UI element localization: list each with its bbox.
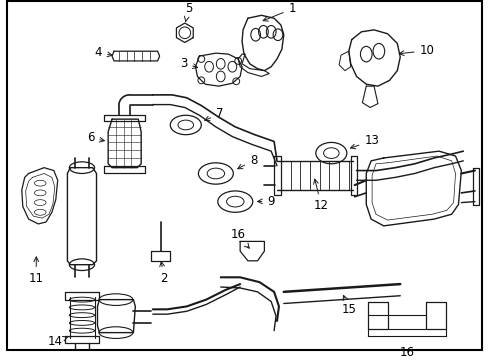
Text: 14: 14	[48, 335, 68, 348]
Text: 5: 5	[184, 3, 192, 21]
Text: 9: 9	[257, 194, 274, 207]
Text: 15: 15	[341, 296, 356, 316]
Text: 1: 1	[263, 3, 296, 21]
Text: 13: 13	[350, 134, 378, 149]
Text: 6: 6	[87, 131, 104, 144]
Text: 7: 7	[204, 107, 223, 121]
Text: 12: 12	[313, 179, 328, 212]
Text: 2: 2	[160, 262, 168, 285]
Text: 10: 10	[398, 44, 434, 57]
Text: 16: 16	[230, 229, 249, 248]
Text: 16: 16	[399, 346, 414, 359]
Text: 8: 8	[237, 154, 257, 169]
Text: 11: 11	[28, 257, 43, 285]
Text: 3: 3	[180, 57, 197, 70]
Text: 4: 4	[94, 46, 112, 59]
